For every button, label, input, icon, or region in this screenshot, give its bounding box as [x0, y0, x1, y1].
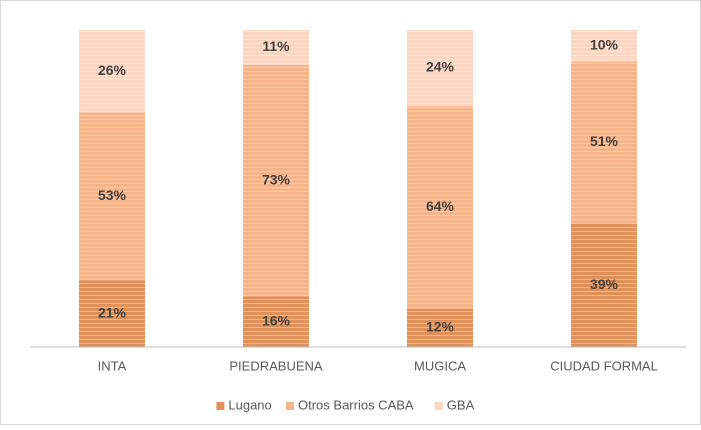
bar-segment [407, 308, 473, 347]
data-label: 16% [262, 312, 291, 328]
data-label: 12% [426, 319, 455, 335]
x-tick-label: CIUDAD FORMAL [550, 358, 658, 373]
bar-segment [407, 106, 473, 309]
data-label: 21% [98, 304, 127, 320]
bar-segment [243, 296, 309, 347]
legend-swatch [434, 402, 443, 410]
legend-label: GBA [447, 397, 475, 412]
bar-segment [571, 30, 637, 62]
bar-segment [571, 223, 637, 347]
legend-swatch [286, 402, 294, 410]
bar-segment [79, 30, 145, 113]
data-label: 11% [262, 38, 290, 54]
legend-swatch [216, 402, 225, 410]
bar-segment [407, 30, 473, 107]
x-tick-label: MUGICA [414, 358, 466, 373]
bar-segment [79, 280, 145, 347]
x-tick-label: PIEDRABUENA [229, 358, 323, 373]
data-label: 64% [426, 198, 455, 214]
legend-label: Otros Barrios CABA [298, 397, 414, 412]
data-label: 53% [98, 187, 127, 203]
data-label: 39% [590, 276, 619, 292]
data-label: 24% [426, 59, 455, 75]
data-label: 10% [590, 37, 619, 53]
bar-segment [243, 64, 309, 297]
x-tick-label: INTA [98, 358, 127, 373]
data-label: 73% [262, 171, 291, 187]
data-label: 51% [590, 133, 619, 149]
data-label: 26% [98, 62, 127, 78]
bar-segment [571, 61, 637, 224]
bar-segment [79, 112, 145, 281]
legend-label: Lugano [228, 397, 271, 412]
bar-segment [243, 30, 309, 65]
